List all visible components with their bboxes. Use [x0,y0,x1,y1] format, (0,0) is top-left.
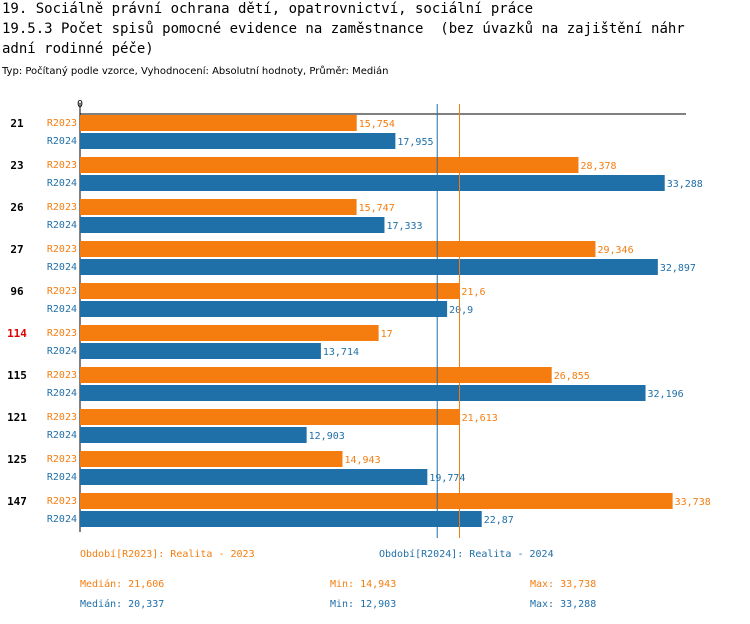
bar-value-label: 21,613 [462,413,498,424]
series-label: R2024 [47,220,77,231]
bar-value-label: 33,738 [675,497,711,508]
bar [80,217,385,233]
bar [80,259,658,275]
bar [80,409,460,425]
chart-title-line-3: adní rodinné péče) [2,41,154,57]
series-label: R2024 [47,514,77,525]
bar-value-label: 26,855 [554,371,590,382]
bar [80,469,428,485]
series-label: R2024 [47,178,77,189]
series-label: R2023 [47,286,77,297]
series-label: R2024 [47,262,77,273]
series-label: R2023 [47,496,77,507]
bar-value-label: 28,378 [580,161,616,172]
series-label: R2024 [47,388,77,399]
chart-title-line-2: 19.5.3 Počet spisů pomocné evidence na z… [2,21,685,37]
category-label: 115 [7,369,27,382]
bar [80,493,673,509]
bar [80,175,665,191]
category-label: 147 [7,495,27,508]
stat-median-r2024: Medián: 20,337 [80,599,165,610]
bar [80,301,448,317]
bar-value-label: 17 [381,329,393,340]
bar [80,157,579,173]
bar [80,367,552,383]
bar-value-label: 17,333 [386,221,422,232]
bar-value-label: 14,943 [344,455,380,466]
axis-zero-tick-label: 0 [77,99,83,110]
series-label: R2024 [47,430,77,441]
series-label: R2024 [47,136,77,147]
series-label: R2023 [47,160,77,171]
category-label: 26 [10,201,24,214]
series-label: R2023 [47,412,77,423]
series-label: R2024 [47,304,77,315]
series-label: R2024 [47,346,77,357]
bar-value-label: 17,955 [397,137,433,148]
category-label: 27 [10,243,23,256]
series-label: R2023 [47,454,77,465]
bar-value-label: 15,747 [359,203,395,214]
series-label: R2023 [47,370,77,381]
series-label: R2024 [47,472,77,483]
category-label: 114 [7,327,27,340]
bar [80,283,460,299]
category-label: 21 [10,117,24,130]
bar-value-label: 15,754 [359,119,395,130]
legend-r2023: Období[R2023]: Realita - 2023 [80,549,255,560]
category-label: 121 [7,411,27,424]
bar [80,115,357,131]
bar-value-label: 19,774 [429,473,465,484]
bar [80,325,379,341]
bar [80,451,343,467]
category-label: 125 [7,453,27,466]
chart-subtitle: Typ: Počítaný podle vzorce, Vyhodnocení:… [2,66,389,77]
stat-max-r2023: Max: 33,738 [530,579,597,590]
bar-value-label: 21,6 [461,287,485,298]
bar-value-label: 20,9 [449,305,473,316]
series-label: R2023 [47,244,77,255]
legend-r2024: Období[R2024]: Realita - 2024 [379,549,554,560]
bar-value-label: 32,196 [648,389,684,400]
bar [80,427,307,443]
bar-value-label: 32,897 [660,263,696,274]
bar [80,385,646,401]
bar-value-label: 12,903 [309,431,345,442]
chart-title-line-1: 19. Sociálně právní ochrana dětí, opatro… [2,1,534,17]
category-label: 23 [10,159,23,172]
bar [80,199,357,215]
category-label: 96 [10,285,24,298]
bar-value-label: 29,346 [597,245,633,256]
bar [80,241,596,257]
bar [80,343,321,359]
stat-min-r2024: Min: 12,903 [330,599,397,610]
bar-value-label: 13,714 [323,347,359,358]
stat-max-r2024: Max: 33,288 [530,599,597,610]
series-label: R2023 [47,118,77,129]
bar-value-label: 22,87 [484,515,514,526]
bar [80,511,482,527]
stat-min-r2023: Min: 14,943 [330,579,397,590]
bar-value-label: 33,288 [667,179,703,190]
stat-median-r2023: Medián: 21,606 [80,579,165,590]
bar [80,133,396,149]
series-label: R2023 [47,202,77,213]
series-label: R2023 [47,328,77,339]
